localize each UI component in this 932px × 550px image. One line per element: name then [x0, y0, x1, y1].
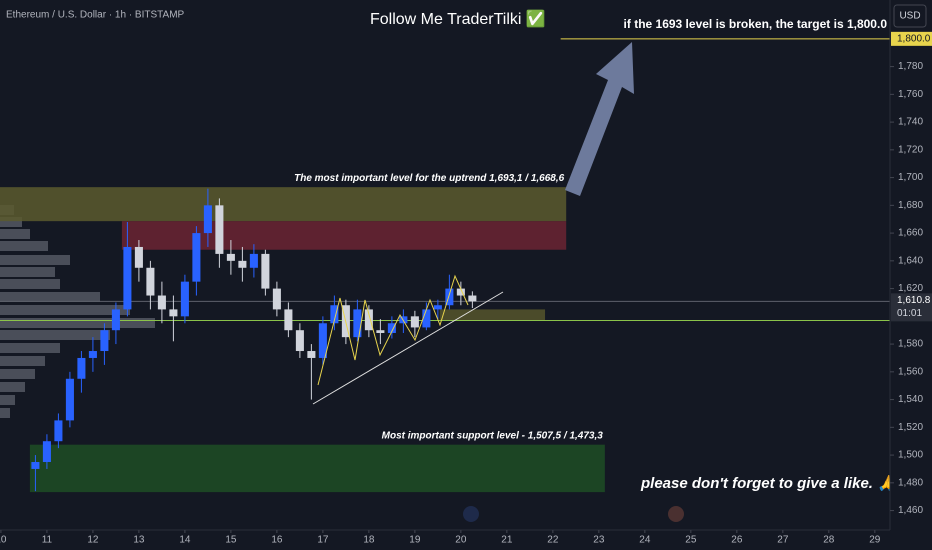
candle-body — [192, 233, 201, 282]
target-price-label: 1,800.0 — [897, 33, 931, 44]
zone — [439, 309, 546, 321]
flag-icon[interactable] — [668, 506, 684, 522]
candle-body — [65, 378, 74, 421]
candle-body — [456, 288, 465, 296]
zone — [121, 221, 567, 250]
target-arrow — [565, 42, 634, 196]
x-tick-label: 10 — [0, 535, 7, 546]
x-tick-label: 28 — [823, 535, 835, 546]
y-tick-label: 1,520 — [898, 422, 923, 433]
x-tick-label: 24 — [639, 535, 651, 546]
y-tick-label: 1,500 — [898, 450, 923, 461]
y-tick-label: 1,700 — [898, 172, 923, 183]
y-tick-label: 1,660 — [898, 228, 923, 239]
volume-profile — [0, 205, 155, 418]
candle-body — [226, 253, 235, 261]
candle-body — [376, 330, 385, 333]
candle-body — [111, 309, 120, 331]
wave-pattern — [317, 274, 469, 386]
x-tick-label: 16 — [271, 535, 283, 546]
like-note: please don't forget to give a like. 🙏 — [640, 474, 897, 492]
x-tick-label: 29 — [869, 535, 881, 546]
y-tick-label: 1,540 — [898, 394, 923, 405]
candle-body — [100, 330, 109, 352]
candle-body — [180, 281, 189, 317]
candle-body — [445, 288, 454, 306]
candle-body — [422, 309, 431, 328]
y-tick-label: 1,460 — [898, 505, 923, 516]
candle-body — [157, 295, 166, 310]
x-tick-label: 11 — [42, 535, 53, 546]
currency[interactable]: USD — [899, 11, 920, 22]
candle-body — [249, 253, 258, 268]
x-tick-label: 14 — [179, 535, 191, 546]
candle-body — [307, 351, 316, 358]
x-tick-label: 19 — [409, 535, 421, 546]
x-tick-label: 17 — [317, 535, 329, 546]
x-tick-label: 27 — [777, 535, 789, 546]
candle-body — [169, 309, 178, 317]
zone — [29, 444, 605, 493]
x-tick-label: 22 — [547, 535, 559, 546]
price-axis — [890, 0, 932, 530]
x-tick-label: 26 — [731, 535, 743, 546]
x-tick-label: 21 — [501, 535, 513, 546]
candle-body — [364, 309, 373, 331]
y-tick-label: 1,720 — [898, 144, 923, 155]
last-price-box — [891, 293, 932, 322]
candle-body — [468, 295, 477, 302]
x-tick-label: 12 — [87, 535, 99, 546]
countdown: 01:01 — [897, 308, 922, 319]
candle-body — [433, 305, 442, 310]
trend-line — [312, 291, 504, 405]
candle-body — [353, 309, 362, 338]
y-tick-label: 1,560 — [898, 366, 923, 377]
candle-body — [203, 205, 212, 234]
y-tick-label: 1,760 — [898, 89, 923, 100]
y-tick-label: 1,640 — [898, 255, 923, 266]
promo-text: Follow Me TraderTilki ✅ — [370, 9, 546, 28]
candle-body — [284, 309, 293, 331]
candle-body — [77, 357, 86, 379]
candle-body — [134, 246, 143, 268]
candle-body — [215, 205, 224, 254]
last-price-label: 1,610.8 — [897, 295, 931, 306]
y-tick-label: 1,580 — [898, 339, 923, 350]
target-price-box — [891, 31, 932, 46]
candle-body — [272, 288, 281, 310]
candle-body — [54, 420, 63, 442]
symbol-title: Ethereum / U.S. Dollar · 1h · BITSTAMP — [6, 10, 185, 21]
y-tick-label: 1,480 — [898, 477, 923, 488]
candle-body — [88, 351, 97, 358]
candle-body — [330, 305, 339, 324]
zone-label: The most important level for the uptrend… — [294, 173, 565, 184]
candle-body — [31, 462, 40, 469]
currency-button[interactable] — [893, 4, 927, 28]
candle-body — [146, 267, 155, 296]
candle-body — [410, 316, 419, 328]
x-tick-label: 13 — [133, 535, 145, 546]
y-tick-label: 1,740 — [898, 117, 923, 128]
zone — [0, 187, 567, 222]
x-tick-label: 18 — [363, 535, 375, 546]
y-tick-label: 1,680 — [898, 200, 923, 211]
candle-body — [387, 323, 396, 333]
y-tick-label: 1,780 — [898, 61, 923, 72]
y-tick-label: 1,620 — [898, 283, 923, 294]
x-tick-label: 15 — [225, 535, 237, 546]
candle-body — [318, 323, 327, 358]
candle-body — [295, 330, 304, 352]
x-tick-label: 20 — [455, 535, 467, 546]
zone-label: Most important support level - 1,507,5 /… — [382, 430, 604, 441]
x-tick-label: 25 — [685, 535, 697, 546]
candle-body — [261, 253, 270, 289]
candle-body — [42, 441, 51, 463]
event-icon[interactable] — [463, 506, 479, 522]
x-tick-label: 23 — [593, 535, 605, 546]
candle-body — [238, 260, 247, 268]
target-note: if the 1693 level is broken, the target … — [624, 17, 888, 31]
candle-body — [123, 246, 132, 310]
